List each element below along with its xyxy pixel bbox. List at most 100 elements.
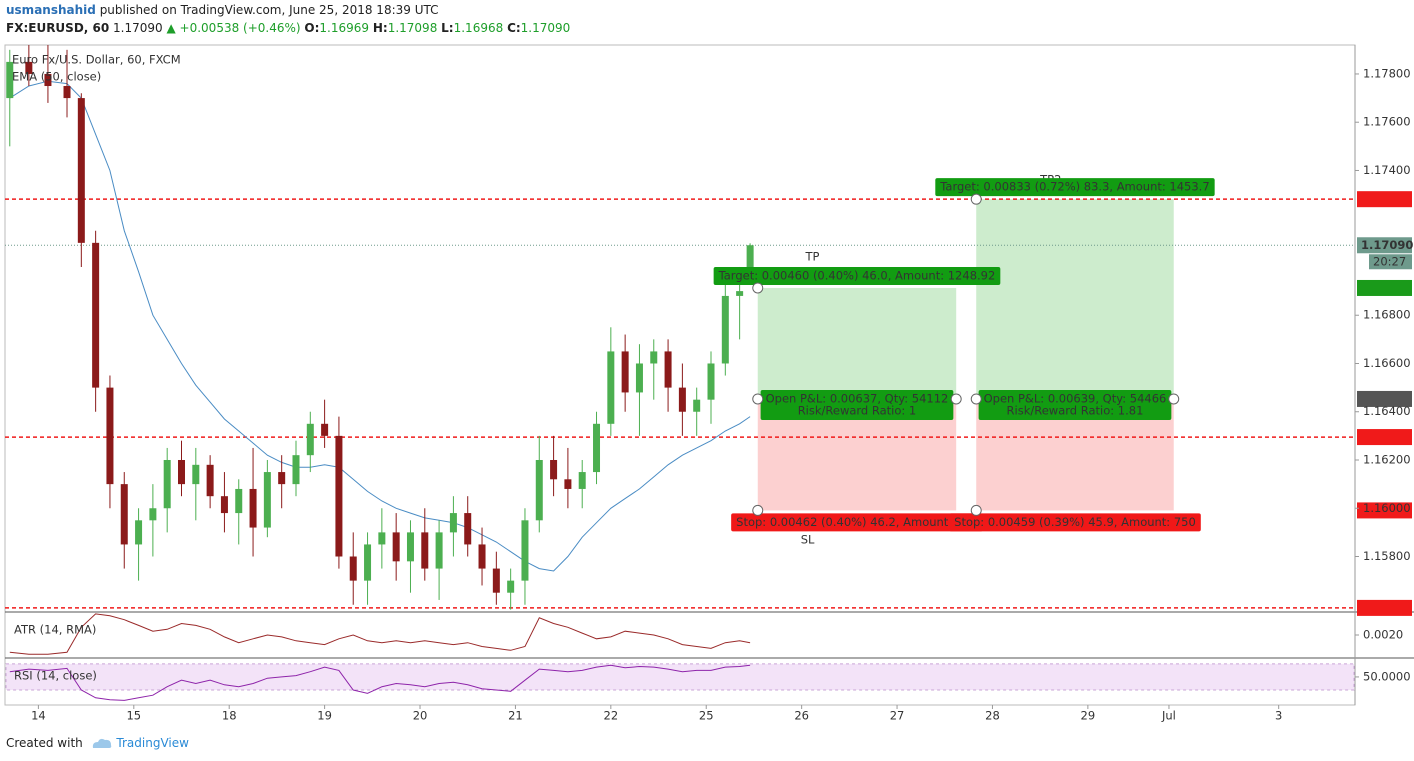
indicator-line bbox=[9, 613, 751, 655]
chart-title: Euro Fx/U.S. Dollar, 60, FXCM bbox=[12, 53, 181, 67]
y-tick-label: 1.16200 bbox=[1363, 452, 1411, 466]
x-tick-label: 26 bbox=[794, 709, 809, 723]
open: 1.16969 bbox=[319, 21, 370, 35]
price-tag-box bbox=[1357, 237, 1412, 254]
price-tag-box bbox=[1357, 502, 1412, 519]
target-zone bbox=[757, 287, 957, 399]
candle-body bbox=[550, 459, 558, 480]
price-tag-box bbox=[1357, 429, 1412, 446]
x-tick-label: 27 bbox=[890, 709, 905, 723]
candle-body bbox=[492, 568, 500, 593]
symbol: FX:EURUSD, 60 bbox=[6, 21, 110, 35]
stop-label: Stop: 0.00459 (0.39%) 45.9, Amount: 750 bbox=[949, 513, 1201, 532]
target-label: Target: 0.00833 (0.72%) 83.3, Amount: 14… bbox=[935, 178, 1215, 197]
candle-body bbox=[746, 245, 754, 275]
price-tag-label: 1.17090 bbox=[1361, 238, 1413, 252]
high: 1.17098 bbox=[387, 21, 438, 35]
handle bbox=[752, 282, 764, 294]
y-tick-label: 1.17600 bbox=[1363, 115, 1411, 129]
candle-body bbox=[77, 98, 85, 243]
pnl-label: Open P&L: 0.00637, Qty: 54112Risk/Reward… bbox=[760, 389, 954, 420]
price-tag-box bbox=[1357, 191, 1412, 208]
candle-body bbox=[478, 544, 486, 569]
candle-body bbox=[120, 484, 128, 545]
y-tick-label: 0.0020 bbox=[1363, 628, 1403, 642]
candle-body bbox=[249, 488, 257, 528]
created-with: Created with bbox=[6, 736, 83, 750]
candle-body bbox=[392, 532, 400, 562]
candle-body bbox=[44, 73, 52, 87]
candle-body bbox=[693, 399, 701, 412]
candle-body bbox=[607, 351, 615, 424]
y-tick-label: 1.16600 bbox=[1363, 356, 1411, 370]
overlay: Euro Fx/U.S. Dollar, 60, FXCM EMA (50, cl… bbox=[12, 53, 1413, 616]
annotation: TP bbox=[804, 250, 819, 264]
x-tick-label: 20 bbox=[413, 709, 428, 723]
handle bbox=[752, 504, 764, 516]
high-label: H: bbox=[372, 21, 388, 35]
target-label-text: Target: 0.00833 (0.72%) 83.3, Amount: 14… bbox=[939, 180, 1209, 194]
stop-label-text: Stop: 0.00462 (0.40%) 46.2, Amount: 750 bbox=[736, 515, 978, 529]
x-tick-label: 14 bbox=[31, 709, 46, 723]
candle-body bbox=[92, 242, 100, 388]
candle-body bbox=[192, 464, 200, 485]
pnl-label-text: Open P&L: 0.00639, Qty: 54466 bbox=[984, 391, 1167, 405]
target-zone bbox=[976, 199, 1174, 399]
brand[interactable]: TradingView bbox=[116, 736, 189, 750]
candle-body bbox=[578, 472, 586, 489]
candle-body bbox=[721, 295, 729, 364]
stop-label-text: Stop: 0.00459 (0.39%) 45.9, Amount: 750 bbox=[954, 515, 1196, 529]
quote-bar: FX:EURUSD, 60 1.17090 ▲ +0.00538 (+0.46%… bbox=[6, 21, 570, 35]
candle-body bbox=[707, 363, 715, 400]
y-tick-label: 1.16000 bbox=[1363, 501, 1411, 515]
y-tick-label: 1.16800 bbox=[1363, 308, 1411, 322]
y-tick-label: 1.15800 bbox=[1363, 549, 1411, 563]
published: published on TradingView.com, June 25, 2… bbox=[99, 3, 439, 17]
annotation: SL bbox=[801, 533, 815, 547]
countdown-box bbox=[1369, 254, 1412, 270]
x-tick-label: 22 bbox=[604, 709, 619, 723]
candle-body bbox=[135, 520, 143, 545]
candle-body bbox=[278, 472, 286, 485]
chart: Euro Fx/U.S. Dollar, 60, FXCM EMA (50, cl… bbox=[4, 44, 1414, 723]
x-tick-label: 3 bbox=[1275, 709, 1282, 723]
candle-body bbox=[235, 488, 243, 514]
change: ▲ +0.00538 (+0.46%) bbox=[166, 21, 301, 35]
x-tick-label: Jul bbox=[1161, 709, 1176, 723]
target-label: Target: 0.00460 (0.40%) 46.0, Amount: 12… bbox=[713, 266, 1001, 285]
y-tick-label: 1.16400 bbox=[1363, 404, 1411, 418]
candle-body bbox=[635, 363, 643, 393]
candle-body bbox=[535, 459, 543, 521]
candle-body bbox=[335, 435, 343, 557]
close: 1.17090 bbox=[520, 21, 571, 35]
candle-body bbox=[25, 61, 33, 74]
candle-body bbox=[621, 351, 629, 393]
countdown: 20:27 bbox=[1373, 254, 1406, 268]
handle bbox=[950, 393, 962, 405]
ema-line bbox=[9, 80, 751, 572]
price-tag-box bbox=[1357, 279, 1412, 296]
stop-label-box bbox=[949, 513, 1201, 532]
close-label: C: bbox=[507, 21, 521, 35]
candle-body bbox=[263, 472, 271, 528]
candle-body bbox=[449, 513, 457, 533]
pnl-label-text: Risk/Reward Ratio: 1.81 bbox=[1007, 403, 1144, 417]
candle-body bbox=[593, 423, 601, 473]
author[interactable]: usmanshahid bbox=[6, 3, 96, 17]
price-tag-box bbox=[1357, 390, 1412, 407]
candle-body bbox=[163, 459, 171, 509]
pnl-label-box bbox=[978, 389, 1172, 420]
y-tick-label: 1.17400 bbox=[1363, 163, 1411, 177]
x-tick-label: 25 bbox=[699, 709, 714, 723]
candle-body bbox=[421, 532, 429, 569]
indicator-line bbox=[9, 664, 751, 701]
candle-body bbox=[507, 580, 515, 593]
indicator-title: RSI (14, close) bbox=[14, 669, 97, 683]
x-tick-label: 29 bbox=[1081, 709, 1096, 723]
candle-body bbox=[6, 61, 14, 99]
handle bbox=[1168, 393, 1180, 405]
candle-body bbox=[435, 532, 443, 569]
y-tick-label: 1.17800 bbox=[1363, 66, 1411, 80]
handle bbox=[970, 193, 982, 205]
